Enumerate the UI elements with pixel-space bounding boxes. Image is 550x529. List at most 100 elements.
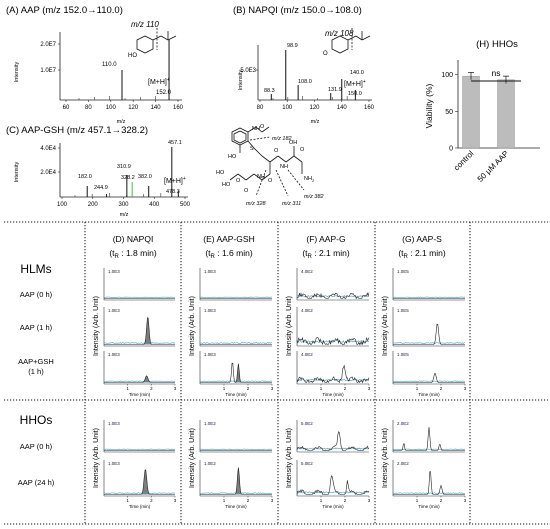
spectrum-a-xtick: 60 xyxy=(63,105,70,111)
chromatogram-hlms-0-2: 1.0E3 xyxy=(103,351,176,385)
chromatogram-ytick: 1.0E3 xyxy=(108,352,120,357)
viability-ytick: 50 xyxy=(445,109,453,116)
napqi-structure xyxy=(331,28,371,54)
chromatogram-ytick: 4.0E2 xyxy=(301,269,313,274)
chromatogram-ytick: 1.0E3 xyxy=(204,308,216,313)
chromatogram-ytick: 1.0E2 xyxy=(204,461,216,466)
chromatogram-xlabel: Time (min) xyxy=(418,392,440,397)
spectrum-c-xtick: 300 xyxy=(118,202,129,208)
viability-category-0: control xyxy=(452,149,476,173)
panel-b-xlabel: m/z xyxy=(311,119,320,125)
chromatogram-ytick: 5.0E2 xyxy=(301,461,313,466)
gsh-frag-382: m/z 382 xyxy=(304,194,324,200)
chromatogram-xtick: 3 xyxy=(174,498,177,503)
chromatogram-xtick: 1 xyxy=(223,498,226,503)
chromatogram-xtick: 3 xyxy=(464,386,467,391)
panel-c-peak-label-4: 382.0 xyxy=(138,174,152,180)
chromatogram-ytick: 4.0E2 xyxy=(301,308,313,313)
viability-bar-1 xyxy=(497,79,515,149)
spectrum-b-xtick: 140 xyxy=(337,105,348,111)
chromatogram-xlabel: Time (min) xyxy=(225,504,247,509)
chromatogram-hlms-3-2: 1.0E5 xyxy=(392,351,465,385)
chromatogram-xlabel: Time (min) xyxy=(322,504,344,509)
chromatogram-ytick: 5.0E2 xyxy=(301,421,313,426)
column-title-3: (G) AAP-S xyxy=(402,234,442,244)
panel-c-peak-label-6: 478.3 xyxy=(166,189,180,195)
panel-b-title: (B) NAPQI (m/z 150.0→108.0) xyxy=(233,5,362,16)
chromatogram-ytick: 2.0E2 xyxy=(397,421,409,426)
chromatogram-ytick: 1.0E2 xyxy=(204,421,216,426)
panel-a-mh-label: [M+H]+ xyxy=(148,77,170,86)
chromatogram-hhos-1-0: 1.0E2 xyxy=(199,420,272,453)
viability-ytick: 0 xyxy=(449,146,453,153)
panel-a-peak-label-0: 110.0 xyxy=(102,62,117,68)
gsh-o-4: O xyxy=(268,178,273,184)
chromatogram-ytick: 1.0E3 xyxy=(108,308,120,313)
panel-b-peak-label-0: 88.3 xyxy=(264,88,275,94)
chromatogram-ytick: 1.0E3 xyxy=(108,421,120,426)
chromatogram-xtick: 1 xyxy=(320,386,323,391)
column-retention-1: (tR : 1.6 min) xyxy=(205,248,253,260)
chromatogram-hlms-3-0: 1.0E5 xyxy=(392,268,466,301)
panel-a: (A) AAP (m/z 152.0→110.0) Intensity 2.0E… xyxy=(6,5,184,125)
panel-h: (H) HHOs Viability (%) 100 50 0 control 50 … xyxy=(424,39,540,184)
chromatogram-ytick: 1.0E3 xyxy=(108,461,120,466)
row-label-hhos-0: AAP (0 h) xyxy=(20,442,53,451)
chromatogram-ylabel-hlms-3: Intensity (Arb. Unit) xyxy=(382,296,389,356)
chromatogram-xtick: 1 xyxy=(126,498,129,503)
panel-b-peak-label-4: 140.0 xyxy=(350,70,364,76)
chromatogram-ytick: 1.0E3 xyxy=(204,269,216,274)
panel-b-peak-label-3: 131.9 xyxy=(328,87,342,93)
spectrum-a-xtick: 120 xyxy=(128,105,139,111)
panel-a-ytick-1: 1.0E7 xyxy=(40,68,56,74)
spectrum-b-xtick: 160 xyxy=(364,105,375,111)
spectrum-c-xtick: 400 xyxy=(149,202,160,208)
panel-c-peak-label-3: 328.2 xyxy=(121,175,135,181)
chromatogram-xlabel: Time (min) xyxy=(129,504,151,509)
chromatogram-hhos-3-0: 2.0E2 xyxy=(392,420,465,453)
chromatogram-hhos-2-0: 5.0E2 xyxy=(296,420,370,453)
chromatogram-hlms-1-0: 1.0E3 xyxy=(199,268,273,301)
panel-a-peak-label-1: 152.0 xyxy=(156,90,172,96)
viability-title: (H) HHOs xyxy=(476,39,518,50)
chromatogram-ylabel-hlms-2: Intensity (Arb. Unit) xyxy=(286,296,293,356)
panel-b-peak-label-1: 98.9 xyxy=(287,43,298,49)
gsh-ho-3: HO xyxy=(216,170,225,176)
spectrum-c-xtick: 200 xyxy=(88,202,99,208)
chromatogram-hlms-2-2: 4.0E2 xyxy=(296,351,370,385)
panel-b-peak-label-5: 150.0 xyxy=(348,91,362,97)
chromatogram-hhos-1-1: 1.0E2 xyxy=(199,460,272,497)
chromatogram-ytick: 1.0E5 xyxy=(397,269,409,274)
panel-a-frag-label: m/z 110 xyxy=(131,20,159,29)
chromatogram-hlms-1-1: 1.0E3 xyxy=(199,307,273,347)
gsh-nh-1: NH xyxy=(252,126,260,132)
group-label-hlms: HLMs xyxy=(20,262,51,276)
chromatogram-xtick: 2 xyxy=(247,386,250,391)
chromatogram-xlabel: Time (min) xyxy=(322,392,344,397)
panel-c-peak-label-2: 310.9 xyxy=(117,164,131,170)
chromatogram-xlabel: Time (min) xyxy=(129,392,151,397)
panel-b-ytick-0: 5.0E3 xyxy=(240,68,256,74)
chromatogram-hlms-2-0: 4.0E2 xyxy=(296,268,370,301)
chromatogram-xtick: 2 xyxy=(150,498,153,503)
panel-c-peak-label-0: 182.0 xyxy=(78,174,92,180)
chromatogram-xtick: 1 xyxy=(126,386,129,391)
chromatogram-xtick: 1 xyxy=(416,498,419,503)
panel-c-ytick-0: 4.0E4 xyxy=(40,146,56,152)
chromatogram-ylabel-hlms-0: Intensity (Arb. Unit) xyxy=(93,296,100,356)
chromatogram-xtick: 2 xyxy=(247,498,250,503)
gsh-ho-2: HO xyxy=(222,182,231,188)
chromatogram-ytick: 1.0E3 xyxy=(108,269,120,274)
spectrum-b-xtick: 120 xyxy=(309,105,320,111)
gsh-o-3: O xyxy=(236,178,241,184)
spectrum-a-xtick: 80 xyxy=(85,105,92,111)
row-label-hlms-1: AAP (1 h) xyxy=(20,323,53,332)
gsh-frag-182: m/z 182 xyxy=(272,136,292,142)
chromatogram-ytick: 1.0E5 xyxy=(397,352,409,357)
chromatogram-xtick: 3 xyxy=(271,386,274,391)
group-label-hhos: HHOs xyxy=(20,413,53,427)
row-label-hlms-0: AAP (0 h) xyxy=(20,290,53,299)
column-retention-2: (tR : 2.1 min) xyxy=(302,248,350,260)
chromatogram-xtick: 2 xyxy=(440,498,443,503)
chromatogram-ylabel-hlms-1: Intensity (Arb. Unit) xyxy=(189,296,196,356)
